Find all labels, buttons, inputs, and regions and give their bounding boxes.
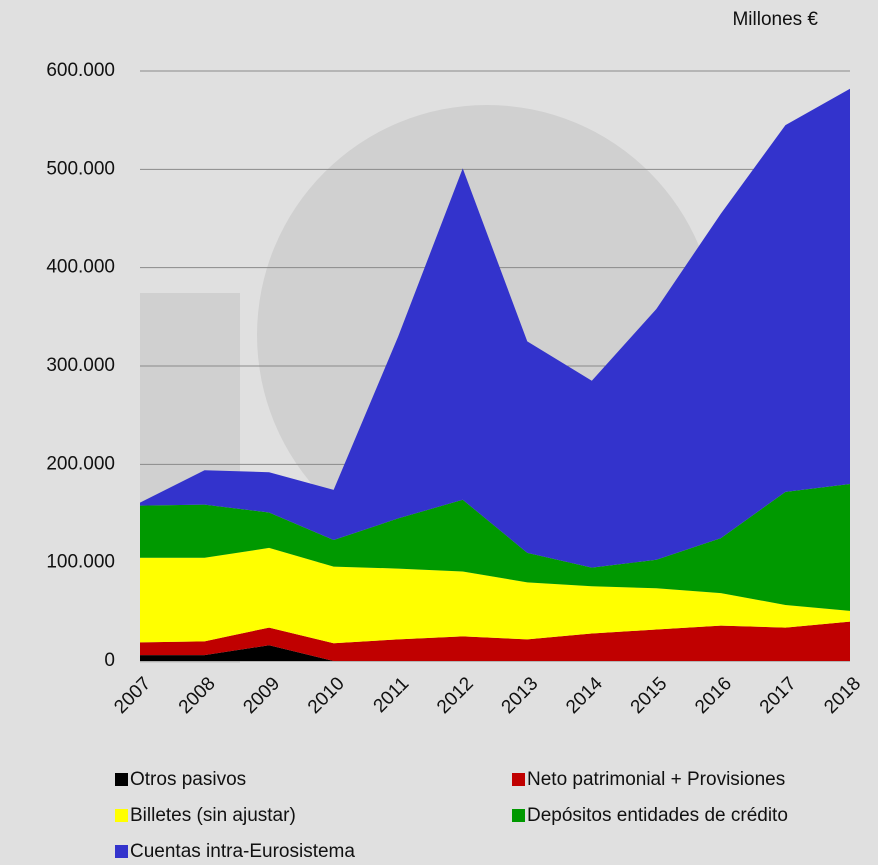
y-tick-label: 100.000 [46, 552, 115, 573]
y-tick-label: 0 [104, 650, 115, 671]
y-tick-label: 300.000 [46, 355, 115, 376]
legend-swatch [512, 809, 525, 822]
legend-swatch [115, 845, 128, 858]
unit-label: Millones € [732, 9, 818, 30]
legend-label: Depósitos entidades de crédito [527, 805, 788, 826]
legend-label: Billetes (sin ajustar) [130, 805, 296, 826]
y-tick-label: 500.000 [46, 158, 115, 179]
legend-label: Neto patrimonial + Provisiones [527, 769, 785, 790]
chart: Millones € Otros pasivos Neto patrimonial… [0, 0, 878, 865]
legend-label: Cuentas intra-Eurosistema [130, 841, 355, 862]
y-tick-label: 400.000 [46, 257, 115, 278]
legend-swatch [512, 773, 525, 786]
legend-swatch [115, 809, 128, 822]
y-tick-label: 600.000 [46, 60, 115, 81]
legend-label: Otros pasivos [130, 769, 246, 790]
legend-swatch [115, 773, 128, 786]
y-tick-label: 200.000 [46, 453, 115, 474]
